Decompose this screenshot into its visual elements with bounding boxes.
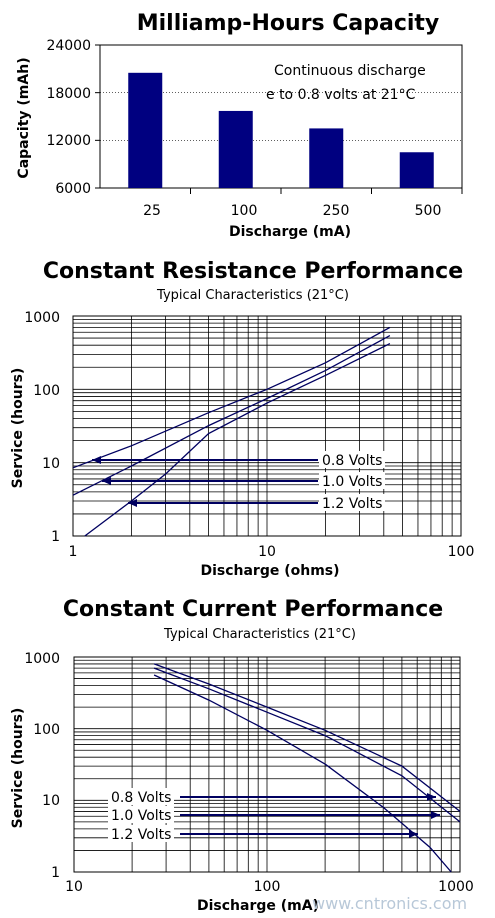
resistance-x-tick-label: 1 [69,544,78,560]
chart-constant-current: Constant Current Performance Typical Cha… [10,597,474,914]
series-label: 1.0 Volts [111,808,171,824]
chart-constant-resistance: Constant Resistance Performance Typical … [10,259,474,579]
series-label-background [108,788,174,805]
arrowhead [431,811,440,819]
bar-y-axis-label: Capacity (mAh) [16,57,32,178]
watermark-text: www.cntronics.com [312,894,467,913]
bar [218,110,253,188]
resistance-y-tick-label: 1 [51,529,60,545]
series-label-background [108,806,174,823]
current-y-tick-label: 100 [33,722,60,738]
current-y-tick-labels: 1000 100 10 1 [24,651,60,881]
current-y-tick-label: 10 [42,793,60,809]
series-label: 0.8 Volts [111,790,171,806]
current-y-tick-label: 1 [51,865,60,881]
resistance-y-tick-label: 10 [42,456,60,472]
current-curves: 0.8 Volts 1.0 Volts 1.2 Volts [108,663,461,873]
arrowhead [409,830,418,838]
current-x-tick-label: 1000 [438,879,474,895]
resistance-x-axis-label: Discharge (ohms) [200,563,339,579]
bar-x-tick-label: 250 [323,203,350,219]
current-y-axis-label: Service (hours) [10,708,26,829]
series-label-background [319,472,385,489]
arrowhead [427,793,436,801]
series-label-background [108,825,174,842]
bar-y-tick-labels: 24000 18000 12000 6000 [46,38,91,197]
bar-chart-capacity: Milliamp-Hours Capacity 24000 18000 1200… [16,11,463,240]
resistance-curves: 0.8 Volts 1.0 Volts 1.2 Volts [72,326,391,537]
bar-annotation-line-1: Continuous discharge [274,63,426,79]
bar-y-tick-label: 24000 [46,38,91,54]
current-chart-subtitle: Typical Characteristics (21°C) [163,627,356,642]
resistance-x-tick-labels: 1 10 100 [69,544,475,560]
bar [128,72,163,188]
bar-y-tick-label: 12000 [46,133,91,149]
arrowhead [102,477,111,485]
bar-y-tick-label: 18000 [46,86,91,102]
series-label-background [319,451,385,468]
current-x-axis-label: Discharge (mA) [197,898,319,914]
resistance-log-grid [72,315,462,537]
current-x-tick-label: 10 [65,879,83,895]
bar-x-axis-label: Discharge (mA) [229,224,351,240]
series-curve-3 [84,343,391,537]
series-label: 1.2 Volts [322,496,382,512]
series-curve-1 [72,326,391,469]
series-label: 0.8 Volts [322,453,382,469]
resistance-x-tick-label: 10 [258,544,276,560]
bar-x-tick-labels: 25 100 250 500 [143,203,441,219]
bar-annotation-line-2: e to 0.8 volts at 21°C [266,87,416,103]
bar-x-tick-label: 500 [415,203,442,219]
series-curve-2 [72,335,391,496]
bar-x-tick-label: 100 [231,203,258,219]
series-label: 1.2 Volts [111,827,171,843]
bar [309,128,344,188]
series-curve-3 [153,674,452,873]
current-x-tick-labels: 10 100 1000 [65,879,474,895]
bar-y-tick-label: 6000 [55,181,91,197]
arrowhead [128,499,137,507]
resistance-chart-title: Constant Resistance Performance [43,259,463,284]
current-chart-title: Constant Current Performance [63,597,443,622]
current-log-grid [73,656,461,873]
arrowhead [92,456,101,464]
resistance-y-tick-label: 100 [33,383,60,399]
bar-series [128,72,463,194]
series-label: 1.0 Volts [322,474,382,490]
resistance-chart-subtitle: Typical Characteristics (21°C) [156,288,349,303]
series-curve-2 [153,667,461,823]
current-x-tick-label: 100 [254,879,281,895]
bar-x-tick-label: 25 [143,203,161,219]
resistance-y-tick-labels: 1000 100 10 1 [24,310,60,545]
bar-chart-title: Milliamp-Hours Capacity [137,11,440,36]
resistance-x-tick-label: 100 [448,544,475,560]
resistance-y-axis-label: Service (hours) [10,368,26,489]
series-curve-1 [153,663,461,812]
current-y-tick-label: 1000 [24,651,60,667]
series-label-background [319,494,385,511]
resistance-y-tick-label: 1000 [24,310,60,326]
bar [399,152,434,188]
